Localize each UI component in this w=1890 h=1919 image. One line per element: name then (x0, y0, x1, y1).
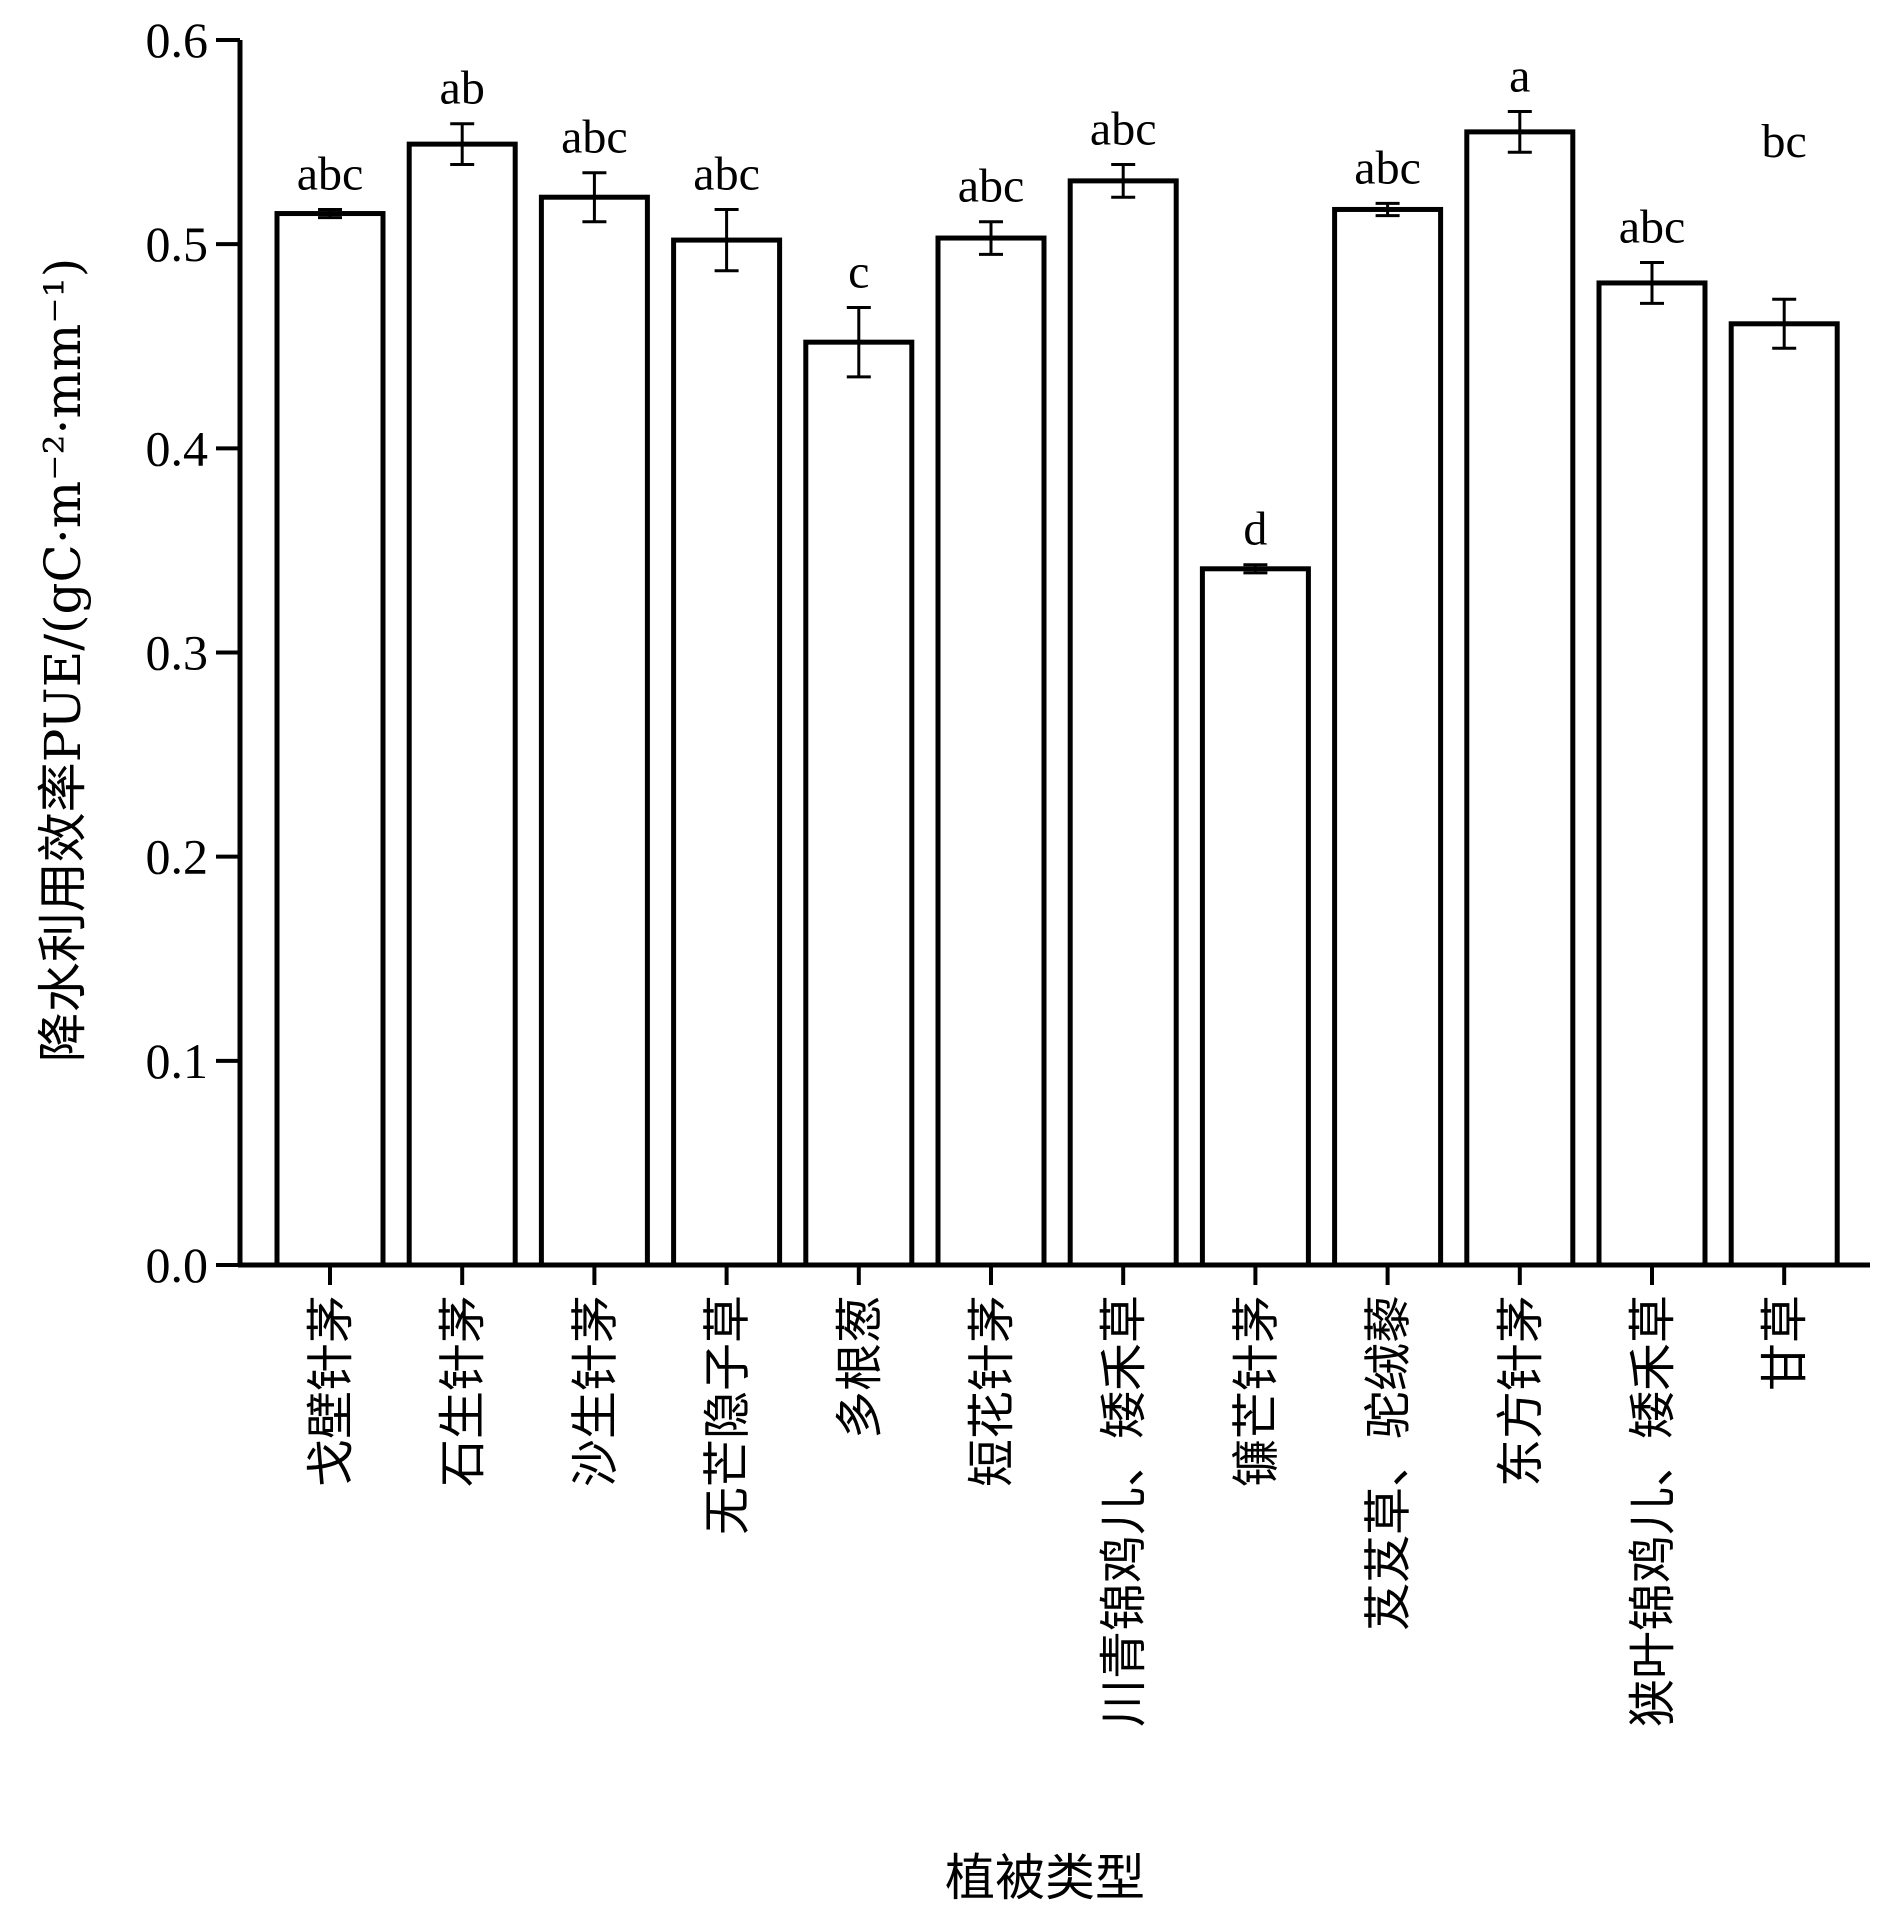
error-bars-layer (318, 109, 1797, 575)
error-bar (1772, 297, 1797, 350)
bar (671, 237, 783, 1268)
error-bar (582, 171, 607, 224)
y-tick-label: 0.4 (146, 420, 209, 476)
x-category-label: 镰芒针茅 (1228, 1295, 1284, 1487)
y-axis-title: 降水利用效率PUE/(gC·m⁻²·mm⁻¹) (34, 258, 92, 1062)
y-tick-label: 0.5 (146, 216, 209, 272)
significance-label: d (1243, 503, 1267, 556)
error-bar (1375, 201, 1400, 218)
significance-label: abc (1619, 201, 1686, 254)
significance-label: abc (693, 147, 760, 200)
y-tick-label: 0.0 (146, 1237, 209, 1293)
error-bar (1640, 261, 1664, 305)
x-category-label: 石生针茅 (435, 1295, 491, 1487)
bar (274, 211, 386, 1268)
bar (538, 194, 650, 1268)
bar (935, 235, 1047, 1268)
error-bar (450, 122, 475, 167)
bar (1728, 321, 1840, 1268)
significance-label: bc (1762, 115, 1807, 168)
bar (1596, 280, 1708, 1268)
bar (406, 141, 518, 1268)
y-tick-label: 0.2 (146, 829, 209, 885)
significance-label: abc (1090, 103, 1157, 156)
significance-label: abc (958, 160, 1025, 213)
error-bar (714, 207, 739, 273)
error-bar (1507, 109, 1532, 154)
x-category-labels-layer: 戈壁针茅 石生针茅 沙生针茅 无芒隐子草 多根葱 短花针茅 川青锦鸡儿、矮禾草 镰芒针茅 芨芨草… (303, 1265, 1813, 1727)
x-category-label: 狭叶锦鸡儿、矮禾草 (1625, 1295, 1681, 1727)
x-category-label: 东方针茅 (1493, 1295, 1549, 1487)
x-category-label: 多根葱 (832, 1295, 888, 1439)
bar (1332, 206, 1444, 1268)
y-tick-label: 0.6 (146, 12, 209, 68)
bar (803, 339, 915, 1268)
x-category-label: 短花针茅 (964, 1295, 1020, 1487)
significance-label: abc (561, 111, 628, 164)
x-axis-title: 植被类型 (945, 1849, 1145, 1907)
error-bar (1243, 563, 1268, 575)
x-category-label: 沙生针茅 (567, 1295, 623, 1487)
significance-label: abc (1354, 141, 1421, 194)
error-bar (979, 220, 1003, 256)
x-category-label: 芨芨草、驼绒藜 (1361, 1295, 1417, 1631)
error-bar (1111, 163, 1136, 199)
bar (1199, 566, 1311, 1268)
y-tick-label: 0.1 (146, 1033, 209, 1089)
bar (1464, 129, 1576, 1268)
significance-label: abc (297, 147, 364, 200)
bars-layer (274, 129, 1840, 1268)
significance-label: a (1509, 49, 1530, 102)
y-tick-label: 0.3 (146, 625, 209, 681)
x-category-label: 甘草 (1757, 1295, 1813, 1391)
x-category-label: 戈壁针茅 (303, 1295, 359, 1487)
significance-labels-layer: abc ab abc abc c abc abc d abc a abc bc (297, 49, 1807, 555)
significance-label: ab (440, 62, 485, 115)
y-ticks-layer: 0.0 0.1 0.2 0.3 0.4 0.5 0.6 (146, 12, 240, 1293)
error-bar (846, 305, 871, 379)
significance-label: c (848, 245, 869, 298)
x-category-label: 川青锦鸡儿、矮禾草 (1096, 1295, 1152, 1727)
bar (1067, 178, 1179, 1268)
x-category-label: 无芒隐子草 (700, 1295, 756, 1535)
error-bar (318, 207, 342, 220)
